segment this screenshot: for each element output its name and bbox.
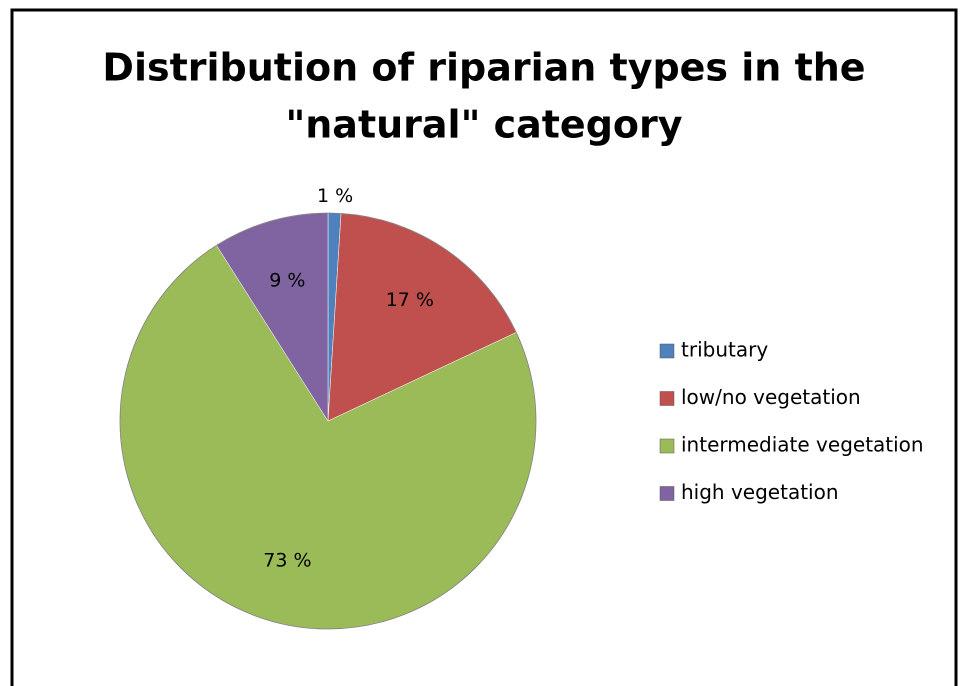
legend-label: high vegetation (681, 480, 839, 504)
legend-swatch (659, 343, 675, 359)
chart-border (10, 8, 958, 686)
legend-label: intermediate vegetation (681, 433, 924, 457)
legend-swatch (659, 438, 675, 454)
data-label: 17 % (386, 289, 434, 311)
data-label: 9 % (269, 270, 305, 292)
legend-swatch (659, 486, 675, 501)
data-label: 73 % (263, 549, 311, 571)
legend-label: tributary (681, 338, 768, 362)
legend-swatch (659, 391, 675, 406)
chart-title: "natural" category (285, 103, 682, 147)
data-label: 1 % (317, 185, 353, 207)
pie-outline (119, 212, 537, 630)
chart-title: Distribution of riparian types in the (102, 46, 865, 90)
legend-label: low/no vegetation (681, 385, 861, 409)
